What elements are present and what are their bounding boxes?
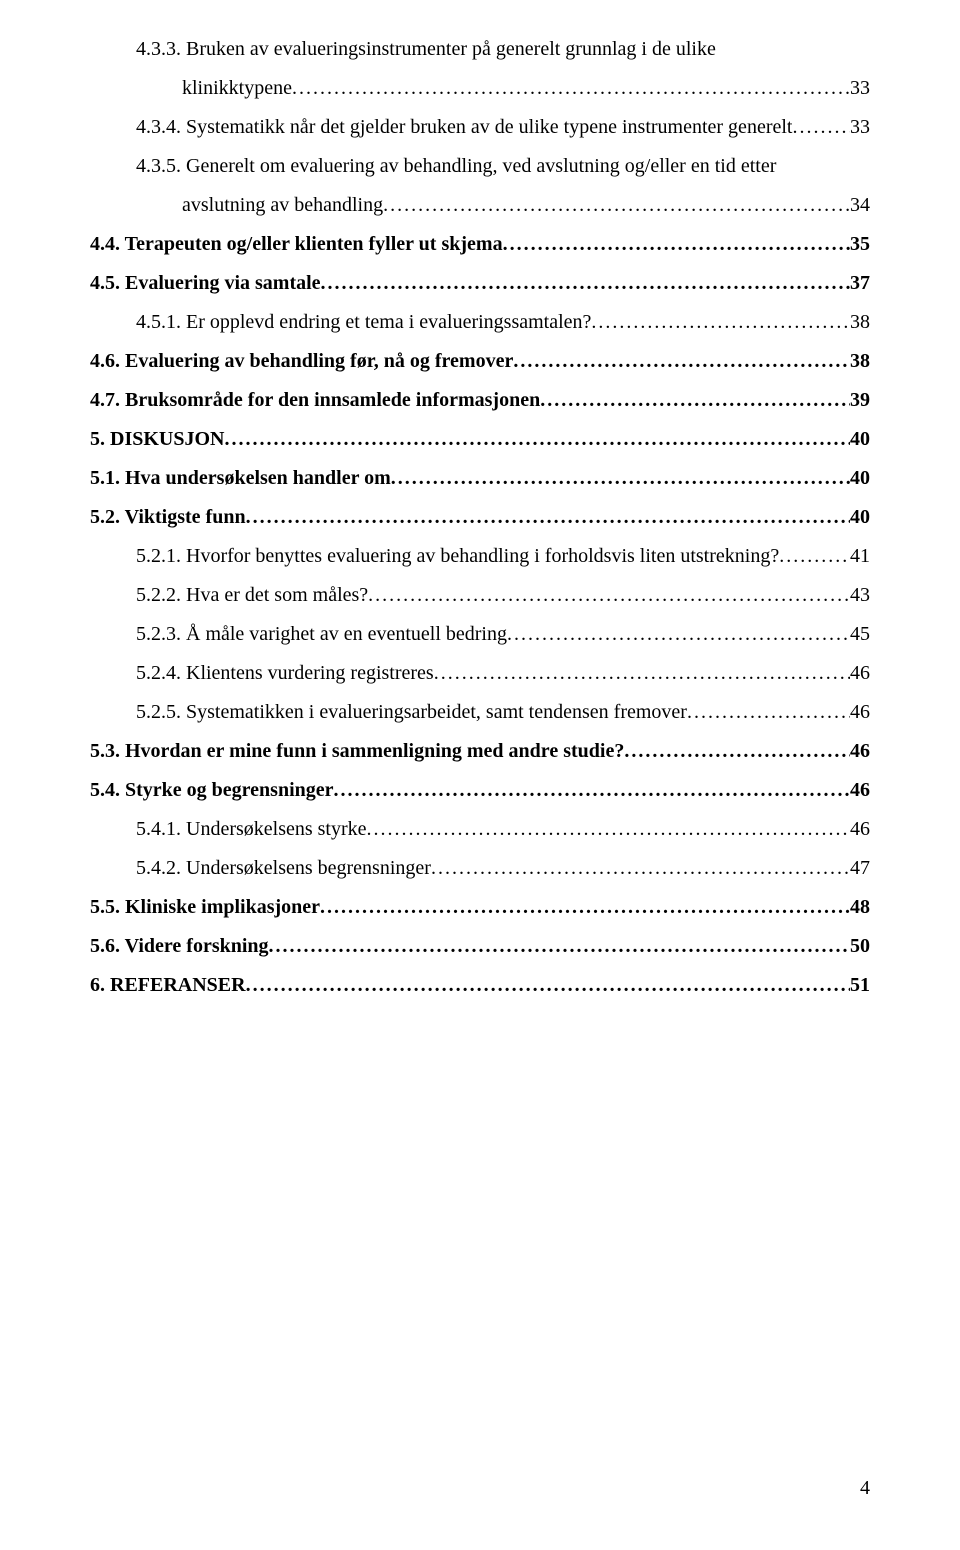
toc-leader: ........................................… bbox=[431, 849, 850, 888]
toc-leader: ........................................… bbox=[334, 771, 850, 810]
toc-label: 4.6. Evaluering av behandling før, nå og… bbox=[90, 342, 513, 381]
toc-leader: ........................................… bbox=[292, 69, 850, 108]
toc-entry: 6. REFERANSER...........................… bbox=[90, 966, 870, 1005]
toc-leader: ........................................… bbox=[391, 459, 850, 498]
table-of-contents: 4.3.3. Bruken av evalueringsinstrumenter… bbox=[90, 30, 870, 1005]
toc-page: 46 bbox=[850, 693, 870, 732]
toc-leader: ........................................… bbox=[434, 654, 850, 693]
toc-label: 4.3.4. Systematikk når det gjelder bruke… bbox=[136, 108, 792, 147]
toc-entry: 5.2.4. Klientens vurdering registreres..… bbox=[90, 654, 870, 693]
toc-leader: ........................................… bbox=[591, 303, 850, 342]
toc-entry: 5.5. Kliniske implikasjoner.............… bbox=[90, 888, 870, 927]
toc-page: 46 bbox=[850, 810, 870, 849]
toc-label: 6. REFERANSER bbox=[90, 966, 246, 1005]
toc-page: 38 bbox=[850, 303, 870, 342]
toc-label: 5.2.4. Klientens vurdering registreres bbox=[136, 654, 434, 693]
toc-page: 33 bbox=[850, 108, 870, 147]
toc-label: 5.4.1. Undersøkelsens styrke bbox=[136, 810, 367, 849]
toc-entry: 5.4.1. Undersøkelsens styrke............… bbox=[90, 810, 870, 849]
toc-page: 46 bbox=[850, 654, 870, 693]
toc-label: 5.6. Videre forskning bbox=[90, 927, 269, 966]
toc-page: 41 bbox=[850, 537, 870, 576]
toc-entry: 4.3.3. Bruken av evalueringsinstrumenter… bbox=[90, 30, 870, 69]
toc-label: 5.1. Hva undersøkelsen handler om bbox=[90, 459, 391, 498]
toc-label: klinikktypene bbox=[182, 69, 292, 108]
toc-label: avslutning av behandling bbox=[182, 186, 383, 225]
toc-page: 48 bbox=[850, 888, 870, 927]
toc-label: 4.7. Bruksområde for den innsamlede info… bbox=[90, 381, 540, 420]
toc-leader: ........................................… bbox=[779, 537, 850, 576]
toc-entry: 4.7. Bruksområde for den innsamlede info… bbox=[90, 381, 870, 420]
toc-label: 5.4.2. Undersøkelsens begrensninger bbox=[136, 849, 431, 888]
toc-page: 37 bbox=[850, 264, 870, 303]
toc-page: 34 bbox=[850, 186, 870, 225]
toc-page: 39 bbox=[850, 381, 870, 420]
toc-label: 5.2. Viktigste funn bbox=[90, 498, 246, 537]
toc-entry: 5.2. Viktigste funn.....................… bbox=[90, 498, 870, 537]
toc-leader: ........................................… bbox=[321, 264, 850, 303]
toc-label: 4.4. Terapeuten og/eller klienten fyller… bbox=[90, 225, 503, 264]
toc-entry-continuation: klinikktypene...........................… bbox=[90, 69, 870, 108]
toc-leader: ........................................… bbox=[540, 381, 850, 420]
toc-entry: 5. DISKUSJON............................… bbox=[90, 420, 870, 459]
toc-entry: 4.3.4. Systematikk når det gjelder bruke… bbox=[90, 108, 870, 147]
toc-page: 50 bbox=[850, 927, 870, 966]
toc-label: 5.2.5. Systematikken i evalueringsarbeid… bbox=[136, 693, 687, 732]
toc-page: 43 bbox=[850, 576, 870, 615]
toc-page: 47 bbox=[850, 849, 870, 888]
toc-leader: ........................................… bbox=[507, 615, 850, 654]
toc-page: 46 bbox=[850, 771, 870, 810]
toc-entry: 4.3.5. Generelt om evaluering av behandl… bbox=[90, 147, 870, 186]
toc-entry: 5.2.1. Hvorfor benyttes evaluering av be… bbox=[90, 537, 870, 576]
toc-entry: 4.5. Evaluering via samtale.............… bbox=[90, 264, 870, 303]
toc-page: 33 bbox=[850, 69, 870, 108]
toc-leader: ........................................… bbox=[383, 186, 850, 225]
toc-label: 5.2.3. Å måle varighet av en eventuell b… bbox=[136, 615, 507, 654]
toc-leader: ........................................… bbox=[224, 420, 850, 459]
toc-page: 40 bbox=[850, 498, 870, 537]
toc-entry: 5.1. Hva undersøkelsen handler om.......… bbox=[90, 459, 870, 498]
toc-page: 46 bbox=[850, 732, 870, 771]
toc-entry-continuation: avslutning av behandling................… bbox=[90, 186, 870, 225]
toc-label: 4.3.3. Bruken av evalueringsinstrumenter… bbox=[136, 30, 716, 69]
toc-leader: ........................................… bbox=[368, 576, 850, 615]
toc-entry: 4.5.1. Er opplevd endring et tema i eval… bbox=[90, 303, 870, 342]
toc-leader: ........................................… bbox=[246, 498, 850, 537]
toc-leader: ........................................… bbox=[367, 810, 850, 849]
toc-entry: 5.4. Styrke og begrensninger............… bbox=[90, 771, 870, 810]
toc-page: 51 bbox=[850, 966, 870, 1005]
toc-label: 4.3.5. Generelt om evaluering av behandl… bbox=[136, 147, 776, 186]
toc-leader: ........................................… bbox=[503, 225, 850, 264]
page-number: 4 bbox=[860, 1469, 870, 1508]
toc-entry: 5.2.2. Hva er det som måles?............… bbox=[90, 576, 870, 615]
toc-leader: ........................................… bbox=[269, 927, 850, 966]
toc-entry: 5.2.5. Systematikken i evalueringsarbeid… bbox=[90, 693, 870, 732]
toc-leader: ........................................… bbox=[320, 888, 850, 927]
toc-page: 35 bbox=[850, 225, 870, 264]
toc-label: 4.5. Evaluering via samtale bbox=[90, 264, 321, 303]
toc-entry: 5.3. Hvordan er mine funn i sammenlignin… bbox=[90, 732, 870, 771]
toc-label: 4.5.1. Er opplevd endring et tema i eval… bbox=[136, 303, 591, 342]
toc-leader: ........................................… bbox=[687, 693, 850, 732]
page: 4.3.3. Bruken av evalueringsinstrumenter… bbox=[0, 0, 960, 1550]
toc-entry: 4.4. Terapeuten og/eller klienten fyller… bbox=[90, 225, 870, 264]
toc-page: 40 bbox=[850, 420, 870, 459]
toc-leader: ........................................… bbox=[246, 966, 850, 1005]
toc-leader: ........................................… bbox=[792, 108, 850, 147]
toc-label: 5.2.1. Hvorfor benyttes evaluering av be… bbox=[136, 537, 779, 576]
toc-entry: 5.2.3. Å måle varighet av en eventuell b… bbox=[90, 615, 870, 654]
toc-leader: ........................................… bbox=[624, 732, 850, 771]
toc-label: 5.2.2. Hva er det som måles? bbox=[136, 576, 368, 615]
toc-label: 5.5. Kliniske implikasjoner bbox=[90, 888, 320, 927]
toc-entry: 4.6. Evaluering av behandling før, nå og… bbox=[90, 342, 870, 381]
toc-label: 5. DISKUSJON bbox=[90, 420, 224, 459]
toc-entry: 5.4.2. Undersøkelsens begrensninger.....… bbox=[90, 849, 870, 888]
toc-page: 38 bbox=[850, 342, 870, 381]
toc-leader: ........................................… bbox=[513, 342, 850, 381]
toc-page: 45 bbox=[850, 615, 870, 654]
toc-label: 5.4. Styrke og begrensninger bbox=[90, 771, 334, 810]
toc-page: 40 bbox=[850, 459, 870, 498]
toc-entry: 5.6. Videre forskning...................… bbox=[90, 927, 870, 966]
toc-label: 5.3. Hvordan er mine funn i sammenlignin… bbox=[90, 732, 624, 771]
